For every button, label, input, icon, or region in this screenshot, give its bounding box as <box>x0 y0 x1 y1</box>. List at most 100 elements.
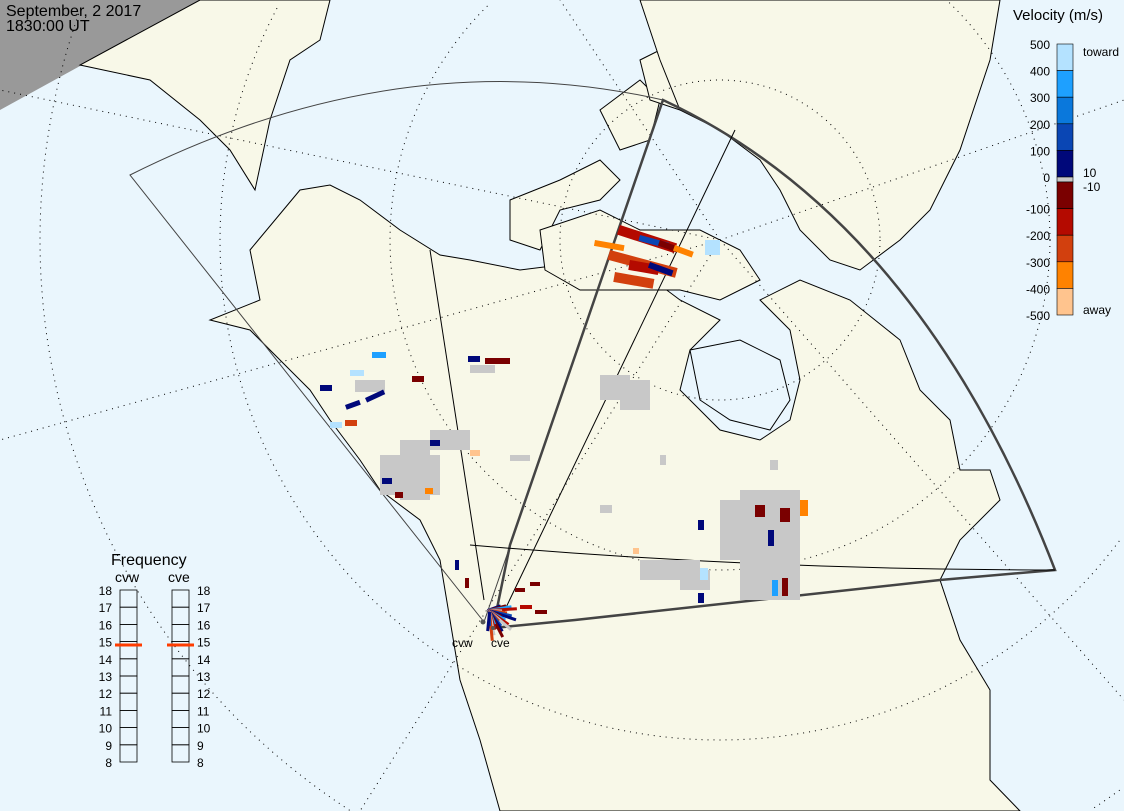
colorbar-bin <box>1056 176 1074 183</box>
scatter-cell <box>365 389 386 403</box>
scatter-cell <box>660 455 666 465</box>
scatter-cell <box>382 478 392 484</box>
frequency-tick: 13 <box>197 670 211 684</box>
scatter-cell <box>720 500 740 560</box>
colorbar-bin <box>1056 208 1074 236</box>
colorbar-tick: -500 <box>1026 309 1050 323</box>
frequency-tick: 13 <box>99 670 113 684</box>
frequency-tick: 18 <box>197 584 211 598</box>
frequency-bin <box>171 744 190 763</box>
velocity-colorbar: Velocity (m/s) 500 400 300 200 100 0 -100 -200 -… <box>1013 7 1119 323</box>
site-label-cve: cve <box>491 636 510 650</box>
scatter-cell <box>780 508 790 522</box>
colorbar-tick: 100 <box>1030 144 1050 158</box>
scatter-cell <box>470 365 495 373</box>
colorbar-bin <box>1056 261 1074 289</box>
scatter-cell <box>782 578 788 596</box>
scatter-cell <box>395 492 403 498</box>
colorbar-bin <box>1056 234 1074 263</box>
scatter-cell <box>613 271 655 289</box>
cvw-field-of-view <box>129 81 664 624</box>
frequency-tick: 18 <box>99 584 113 598</box>
colorbar-bin <box>1056 181 1074 209</box>
colorbar-bin <box>1056 123 1074 151</box>
frequency-tick: 15 <box>197 636 211 650</box>
colorbar-bin <box>1056 96 1074 125</box>
colorbar-bin <box>1056 288 1074 316</box>
colorbar-title: Velocity (m/s) <box>1013 7 1103 24</box>
colorbar-tick: 500 <box>1030 38 1050 52</box>
scatter-cell <box>672 244 694 258</box>
scatter-cell <box>628 260 660 276</box>
scatter-cell <box>620 380 650 410</box>
colorbar-tick: 0 <box>1043 171 1050 185</box>
frequency-tick: 16 <box>197 618 211 632</box>
scatter-cell <box>486 612 491 632</box>
frequency-tick: 12 <box>99 687 113 701</box>
scatter-cell <box>800 500 808 516</box>
site-label-cvw: cvw <box>452 636 473 650</box>
scatter-cell <box>633 548 639 554</box>
frequency-tick: 17 <box>197 601 211 615</box>
latitude-circle <box>389 2 1051 571</box>
colorbar-tick: 200 <box>1030 118 1050 132</box>
scatter-cell <box>345 420 357 426</box>
frequency-tick: 16 <box>99 618 113 632</box>
frequency-tick: 8 <box>105 756 112 770</box>
scatter-cells <box>320 224 808 641</box>
colorbar-bin <box>1056 150 1074 178</box>
scatter-cell <box>772 580 778 596</box>
time-label: 1830:00 UT <box>6 18 90 35</box>
scatter-cell <box>520 605 532 609</box>
toward-label: toward <box>1083 45 1119 59</box>
scatter-cell <box>430 440 440 446</box>
colorbar-bin <box>1056 70 1074 98</box>
scatter-cell <box>698 520 704 530</box>
date-label: September, 2 2017 <box>6 3 141 20</box>
scatter-cell <box>770 460 778 470</box>
colorbar-tick: -200 <box>1026 229 1050 243</box>
latitude-circle <box>948 2 1051 241</box>
colorbar-tick: -300 <box>1026 256 1050 270</box>
frequency-radar-cve: cve <box>168 569 190 585</box>
colorbar-bin <box>1056 43 1074 71</box>
frequency-tick: 14 <box>99 653 113 667</box>
scatter-cell <box>355 380 385 392</box>
scatter-cell <box>485 358 510 364</box>
frequency-radar-cvw: cvw <box>115 569 140 585</box>
frequency-tick: 15 <box>99 636 113 650</box>
scatter-cell <box>698 593 704 603</box>
scatter-cell <box>412 376 424 382</box>
site-marker-cve <box>491 626 495 630</box>
scatter-cell <box>320 385 332 391</box>
frequency-tick: 9 <box>197 739 204 753</box>
scatter-cell <box>330 422 342 428</box>
scatter-cell <box>600 505 612 513</box>
scatter-cell <box>535 610 547 614</box>
gs-upper-label: 10 <box>1083 166 1097 180</box>
away-label: away <box>1083 303 1111 317</box>
colorbar-tick: -400 <box>1026 282 1050 296</box>
frequency-bin <box>119 744 138 763</box>
frequency-panel: Frequency cvw cve 18 17 16 15 14 13 12 11 10 9 8 18… <box>99 552 211 770</box>
latitude-circle <box>39 7 350 811</box>
colorbar-tick: 400 <box>1030 65 1050 79</box>
colorbar-tick: 300 <box>1030 91 1050 105</box>
scatter-cell <box>647 262 674 277</box>
cve-field-of-view <box>491 98 1057 630</box>
frequency-tick: 11 <box>100 704 113 718</box>
frequency-tick: 17 <box>99 601 113 615</box>
frequency-title: Frequency <box>111 552 187 569</box>
scatter-cell <box>470 450 480 456</box>
colorbar-tick: -100 <box>1026 203 1050 217</box>
scatter-cell <box>465 578 469 588</box>
scatter-cell <box>425 488 433 494</box>
scatter-cell <box>530 582 540 586</box>
scatter-cell <box>345 399 361 410</box>
frequency-tick: 9 <box>105 739 112 753</box>
frequency-tick: 8 <box>197 756 204 770</box>
scatter-cell <box>515 588 525 592</box>
frequency-tick: 11 <box>197 704 210 718</box>
